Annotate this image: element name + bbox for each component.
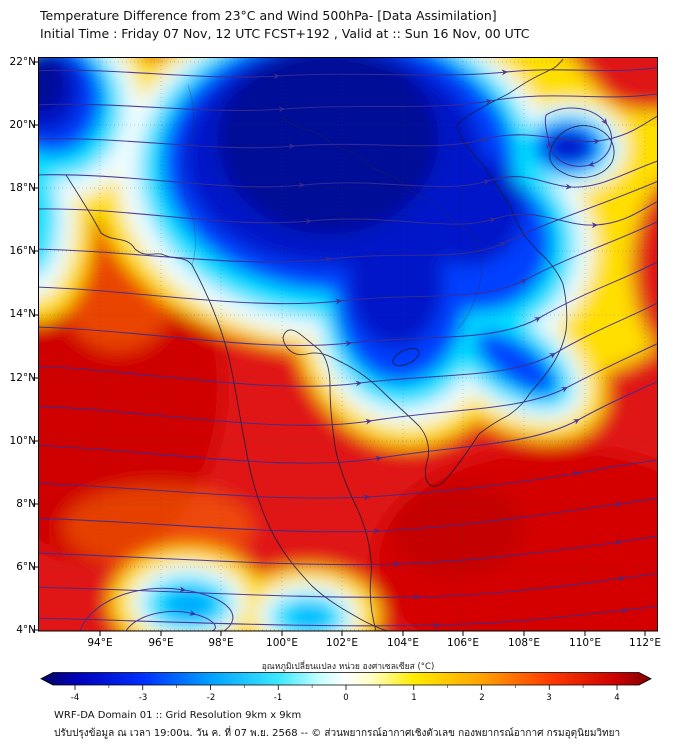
lon-tick-label: 94°E — [87, 637, 113, 649]
colorbar-tick-label: 3 — [546, 693, 552, 703]
footer-update-info: ปรับปรุงข้อมูล ณ เวลา 19:00น. วัน ค. ที่… — [54, 728, 621, 739]
colorbar-tick-label: 2 — [479, 693, 485, 703]
colorbar-tick-label: 4 — [614, 693, 620, 703]
lon-tick-label: 100°E — [266, 637, 298, 649]
map-title: Temperature Difference from 23°C and Win… — [40, 8, 497, 23]
lon-tick-label: 112°E — [629, 637, 661, 649]
lon-tick-label: 108°E — [508, 637, 540, 649]
lat-tick-label: 6°N — [16, 561, 36, 573]
streamlines — [38, 67, 658, 631]
footer-domain-info: WRF-DA Domain 01 :: Grid Resolution 9km … — [54, 710, 302, 721]
lon-tick-label: 106°E — [447, 637, 479, 649]
map-canvas — [33, 57, 658, 636]
colorbar-tick-label: -4 — [70, 693, 80, 703]
lat-tick-label: 10°N — [9, 435, 36, 447]
lon-tick-label: 102°E — [326, 637, 358, 649]
colorbar-tick-label: -3 — [138, 693, 148, 703]
lat-tick-label: 14°N — [9, 308, 36, 320]
colorbar-tick-label: 0 — [343, 693, 349, 703]
colorbar-title: อุณหภูมิเปลี่ยนแปลง หน่วย องศาเซลเซียส (… — [261, 662, 435, 672]
colorbar-gradient — [40, 672, 652, 686]
lat-tick-label: 4°N — [16, 624, 36, 636]
lon-tick-label: 98°E — [208, 637, 234, 649]
colorbar-tick-label: -2 — [206, 693, 216, 703]
lat-tick-label: 18°N — [9, 182, 36, 194]
lon-tick-label: 104°E — [387, 637, 419, 649]
colorbar — [40, 672, 652, 690]
lat-tick-label: 8°N — [16, 498, 36, 510]
colorbar-tick-label: 1 — [411, 693, 417, 703]
lat-tick-label: 12°N — [9, 372, 36, 384]
lon-tick-label: 96°E — [148, 637, 174, 649]
map-border — [33, 57, 658, 636]
lat-tick-label: 20°N — [9, 119, 36, 131]
lon-tick-label: 110°E — [569, 637, 601, 649]
lat-tick-label: 16°N — [9, 245, 36, 257]
colorbar-tick-label: -1 — [273, 693, 283, 703]
map-subtitle: Initial Time : Friday 07 Nov, 12 UTC FCS… — [40, 26, 530, 41]
lat-tick-label: 22°N — [9, 56, 36, 68]
